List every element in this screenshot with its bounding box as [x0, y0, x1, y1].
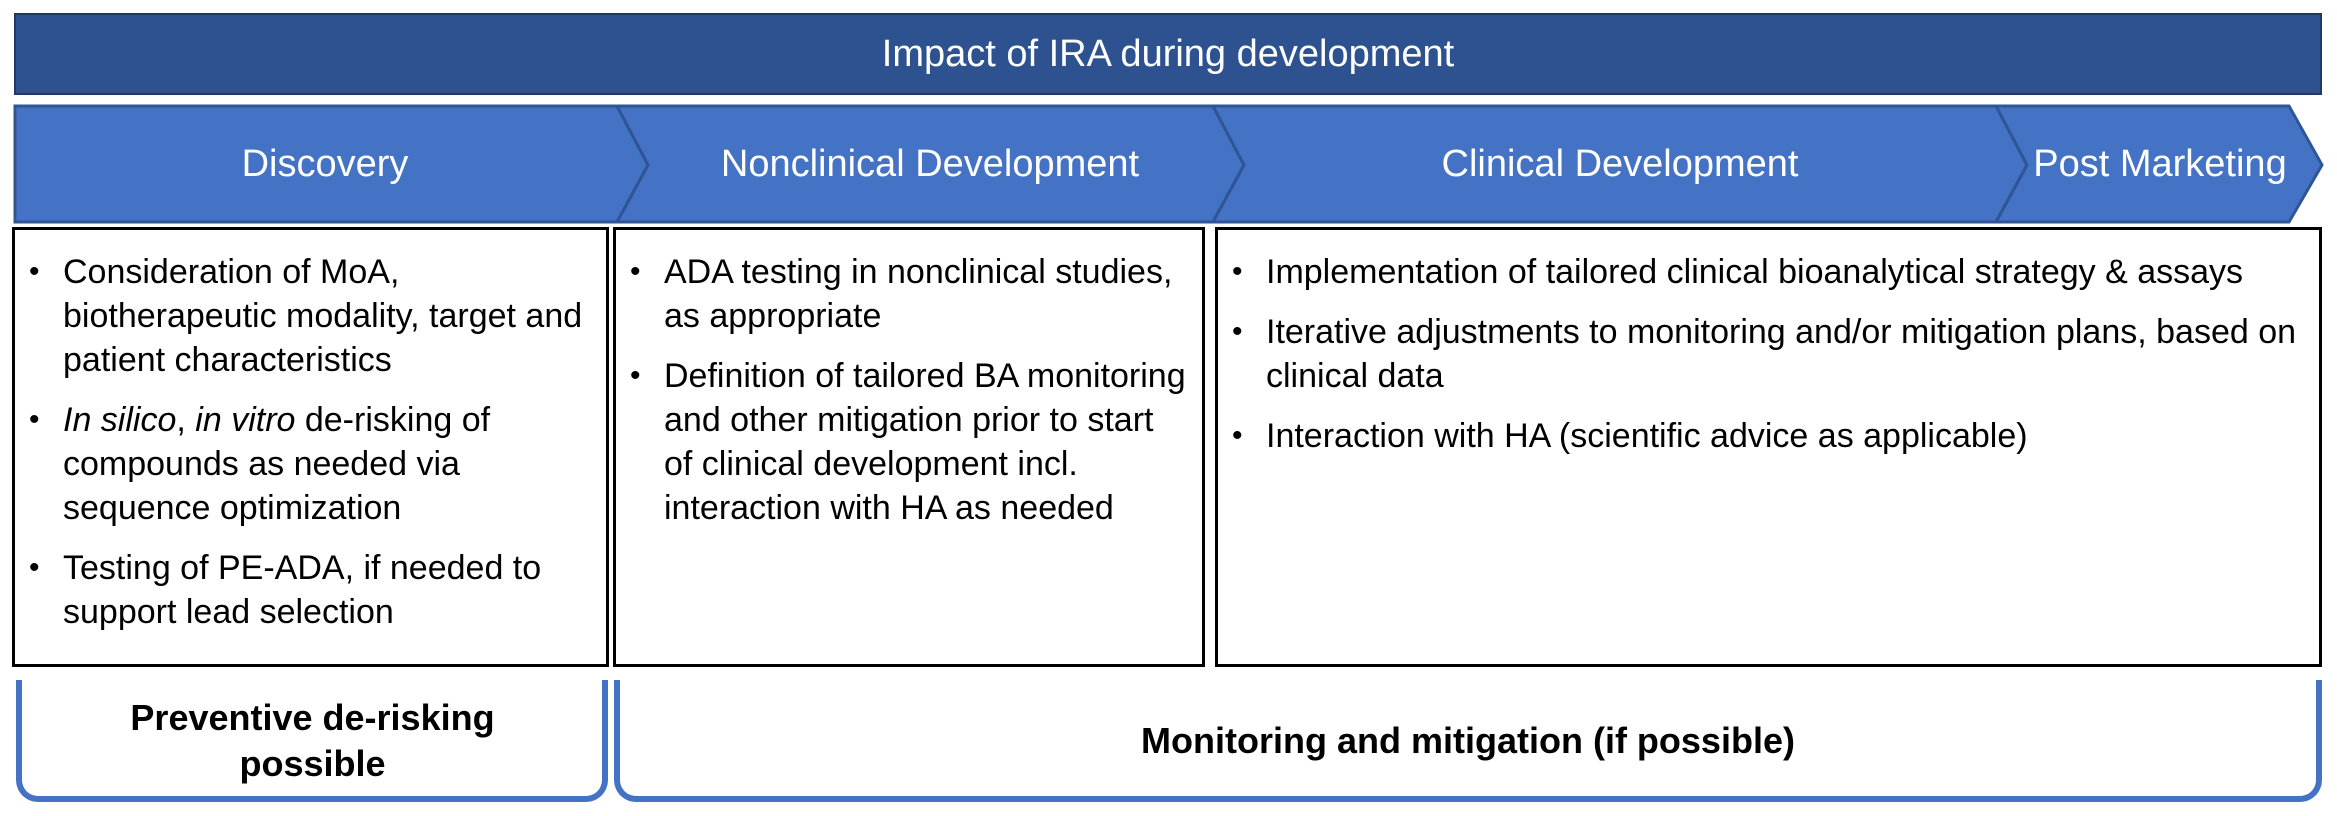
- bullet-item: Definition of tailored BA monitoring and…: [630, 354, 1188, 530]
- preventive-bracket: [16, 680, 608, 802]
- diagram-title: Impact of IRA during development: [14, 13, 2322, 95]
- bullet-item: Interaction with HA (scientific advice a…: [1232, 414, 2305, 458]
- emphasis-text: in vitro: [195, 401, 296, 439]
- clinical-box: Implementation of tailored clinical bioa…: [1215, 227, 2322, 667]
- preventive-label: Preventive de-risking possible: [130, 697, 495, 784]
- bullet-item: ADA testing in nonclinical studies, as a…: [630, 250, 1188, 338]
- bullet-item: Iterative adjustments to monitoring and/…: [1232, 310, 2305, 398]
- monitoring-label: Monitoring and mitigation (if possible): [1141, 720, 1795, 761]
- bullet-text: de-risking of compounds as needed via se…: [63, 401, 491, 527]
- phase-discovery: Discovery: [241, 143, 409, 185]
- phase-post-marketing: Post Marketing: [2033, 143, 2287, 185]
- discovery-box: Consideration of MoA, biotherapeutic mod…: [12, 227, 609, 667]
- monitoring-bracket: [614, 680, 2322, 802]
- bullet-item: Testing of PE-ADA, if needed to support …: [29, 546, 592, 634]
- phase-nonclinical: Nonclinical Development: [720, 143, 1140, 185]
- bullet-item: In silico, in vitro de-risking of compou…: [29, 398, 592, 530]
- separator-text: ,: [176, 401, 196, 439]
- post-marketing-chevron: [1993, 104, 2324, 224]
- nonclinical-box: ADA testing in nonclinical studies, as a…: [613, 227, 1205, 667]
- phase-clinical: Clinical Development: [1441, 143, 1799, 185]
- bullet-item: Consideration of MoA, biotherapeutic mod…: [29, 250, 592, 382]
- emphasis-text: In silico: [63, 401, 177, 439]
- bullet-item: Implementation of tailored clinical bioa…: [1232, 250, 2305, 294]
- phase-chevrons: [13, 104, 2324, 224]
